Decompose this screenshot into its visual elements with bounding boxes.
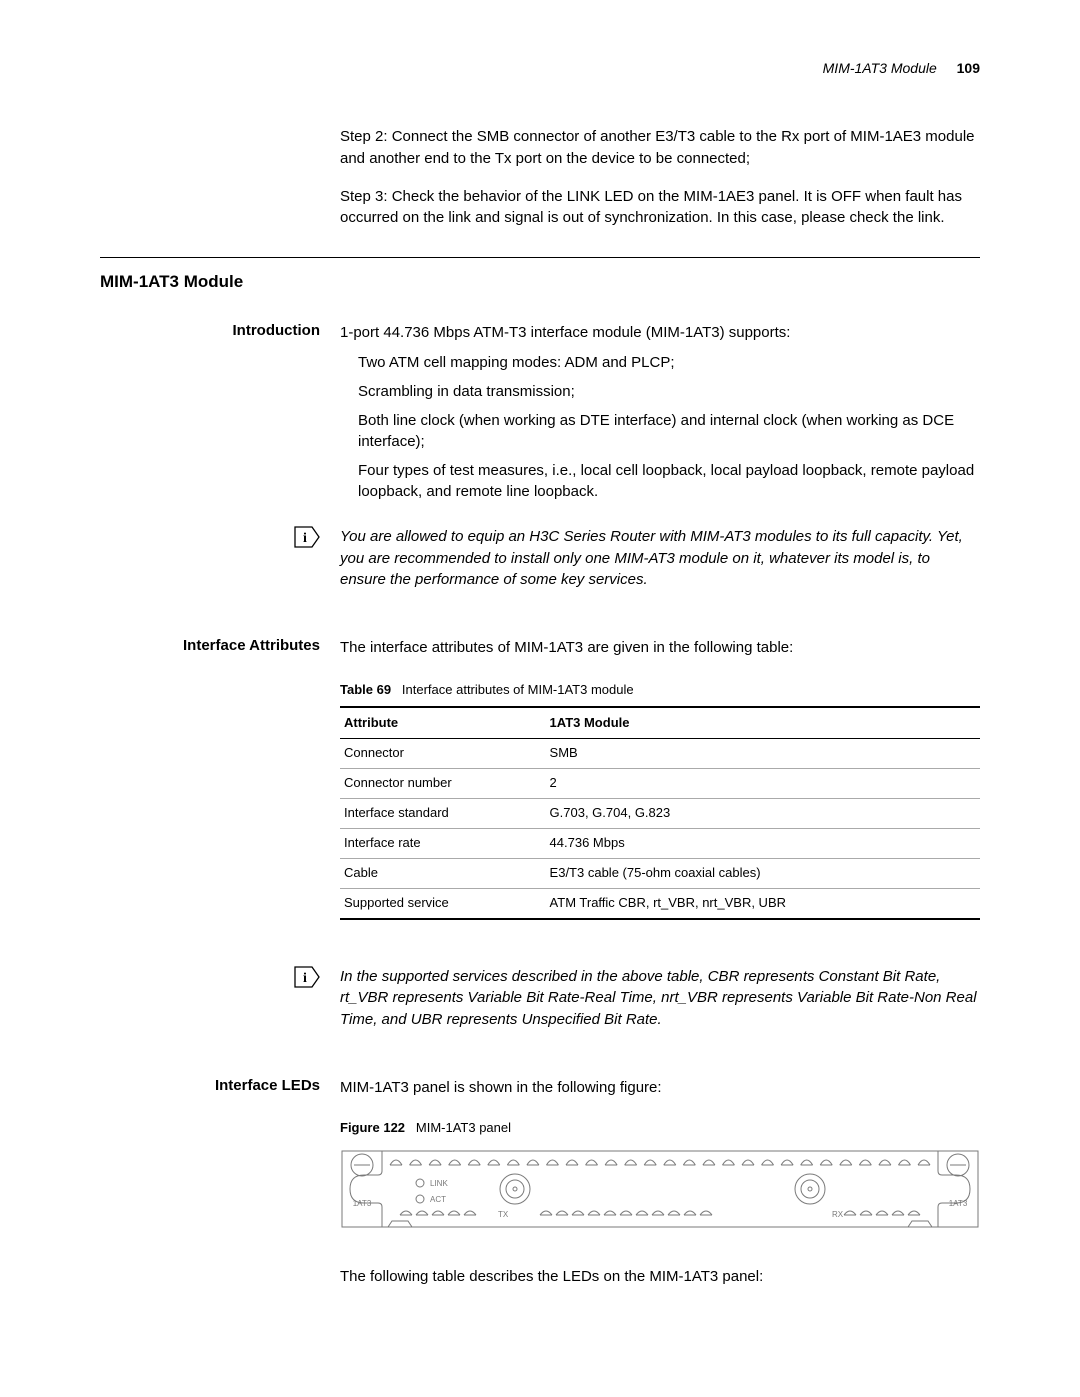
- table-69-label: Table 69: [340, 682, 391, 697]
- introduction-lead: 1-port 44.736 Mbps ATM-T3 interface modu…: [340, 322, 980, 344]
- running-header: MIM-1AT3 Module 109: [100, 60, 980, 76]
- note-1-text: You are allowed to equip an H3C Series R…: [340, 526, 980, 591]
- cell: Connector number: [340, 769, 546, 799]
- step-2-row: Step 2: Connect the SMB connector of ano…: [100, 126, 980, 170]
- note-2-row: i In the supported services described in…: [100, 966, 980, 1031]
- cell: Cable: [340, 858, 546, 888]
- cell: Interface rate: [340, 828, 546, 858]
- svg-text:i: i: [303, 971, 307, 986]
- note-2-icon-col: i: [100, 966, 340, 1031]
- header-page-number: 109: [957, 60, 980, 76]
- figure-122-caption-text: MIM-1AT3 panel: [416, 1120, 511, 1135]
- table-row: CableE3/T3 cable (75-ohm coaxial cables): [340, 858, 980, 888]
- introduction-list: Two ATM cell mapping modes: ADM and PLCP…: [340, 352, 980, 502]
- step-3-row: Step 3: Check the behavior of the LINK L…: [100, 186, 980, 230]
- intro-item: Both line clock (when working as DTE int…: [358, 410, 980, 452]
- svg-text:ACT: ACT: [430, 1195, 446, 1204]
- table-row: ConnectorSMB: [340, 739, 980, 769]
- note-1-icon-col: i: [100, 526, 340, 591]
- table-row: Interface rate44.736 Mbps: [340, 828, 980, 858]
- interface-attributes-lead: The interface attributes of MIM-1AT3 are…: [340, 637, 980, 659]
- intro-item: Four types of test measures, i.e., local…: [358, 460, 980, 502]
- svg-text:TX: TX: [498, 1210, 509, 1219]
- cell: E3/T3 cable (75-ohm coaxial cables): [546, 858, 980, 888]
- interface-leds-body: MIM-1AT3 panel is shown in the following…: [340, 1077, 980, 1288]
- introduction-row: Introduction 1-port 44.736 Mbps ATM-T3 i…: [100, 322, 980, 510]
- interface-attributes-row: Interface Attributes The interface attri…: [100, 637, 980, 920]
- figure-122-label: Figure 122: [340, 1120, 405, 1135]
- svg-text:RX: RX: [832, 1210, 844, 1219]
- table-header-row: Attribute 1AT3 Module: [340, 707, 980, 739]
- empty-margin: [100, 126, 340, 170]
- cell: G.703, G.704, G.823: [546, 799, 980, 829]
- cell: Supported service: [340, 888, 546, 918]
- header-module-name: MIM-1AT3 Module: [823, 60, 937, 76]
- step-3-text: Step 3: Check the behavior of the LINK L…: [340, 186, 980, 230]
- svg-text:i: i: [303, 531, 307, 546]
- step-2-text: Step 2: Connect the SMB connector of ano…: [340, 126, 980, 170]
- interface-leds-heading: Interface LEDs: [100, 1077, 340, 1288]
- cell: 2: [546, 769, 980, 799]
- interface-attributes-heading: Interface Attributes: [100, 637, 340, 920]
- introduction-body: 1-port 44.736 Mbps ATM-T3 interface modu…: [340, 322, 980, 510]
- section-divider: MIM-1AT3 Module: [100, 257, 980, 292]
- table-69-caption: Table 69 Interface attributes of MIM-1AT…: [340, 681, 980, 700]
- attributes-table: Attribute 1AT3 Module ConnectorSMB Conne…: [340, 706, 980, 920]
- mim-1at3-panel-figure: 1AT3 1AT3 LINK ACT TX RX: [340, 1149, 980, 1229]
- figure-122-caption: Figure 122 MIM-1AT3 panel: [340, 1119, 980, 1138]
- note-2-text: In the supported services described in t…: [340, 966, 980, 1031]
- interface-leds-row: Interface LEDs MIM-1AT3 panel is shown i…: [100, 1077, 980, 1288]
- table-row: Supported serviceATM Traffic CBR, rt_VBR…: [340, 888, 980, 918]
- col-module: 1AT3 Module: [546, 707, 980, 739]
- cell: Interface standard: [340, 799, 546, 829]
- col-attribute: Attribute: [340, 707, 546, 739]
- empty-margin: [100, 186, 340, 230]
- cell: 44.736 Mbps: [546, 828, 980, 858]
- table-row: Connector number2: [340, 769, 980, 799]
- intro-item: Two ATM cell mapping modes: ADM and PLCP…: [358, 352, 980, 373]
- attributes-table-body: ConnectorSMB Connector number2 Interface…: [340, 739, 980, 919]
- cell: Connector: [340, 739, 546, 769]
- svg-text:LINK: LINK: [430, 1179, 448, 1188]
- svg-text:1AT3: 1AT3: [949, 1199, 968, 1208]
- intro-item: Scrambling in data transmission;: [358, 381, 980, 402]
- table-row: Interface standardG.703, G.704, G.823: [340, 799, 980, 829]
- introduction-heading: Introduction: [100, 322, 340, 510]
- info-icon: i: [294, 526, 320, 548]
- section-title: MIM-1AT3 Module: [100, 272, 980, 292]
- table-69-caption-text: Interface attributes of MIM-1AT3 module: [402, 682, 634, 697]
- cell: SMB: [546, 739, 980, 769]
- interface-leds-lead: MIM-1AT3 panel is shown in the following…: [340, 1077, 980, 1099]
- interface-attributes-body: The interface attributes of MIM-1AT3 are…: [340, 637, 980, 920]
- page-container: MIM-1AT3 Module 109 Step 2: Connect the …: [0, 0, 1080, 1384]
- info-icon: i: [294, 966, 320, 988]
- svg-text:1AT3: 1AT3: [353, 1199, 372, 1208]
- note-1-row: i You are allowed to equip an H3C Series…: [100, 526, 980, 591]
- interface-leds-trailing: The following table describes the LEDs o…: [340, 1266, 980, 1288]
- cell: ATM Traffic CBR, rt_VBR, nrt_VBR, UBR: [546, 888, 980, 918]
